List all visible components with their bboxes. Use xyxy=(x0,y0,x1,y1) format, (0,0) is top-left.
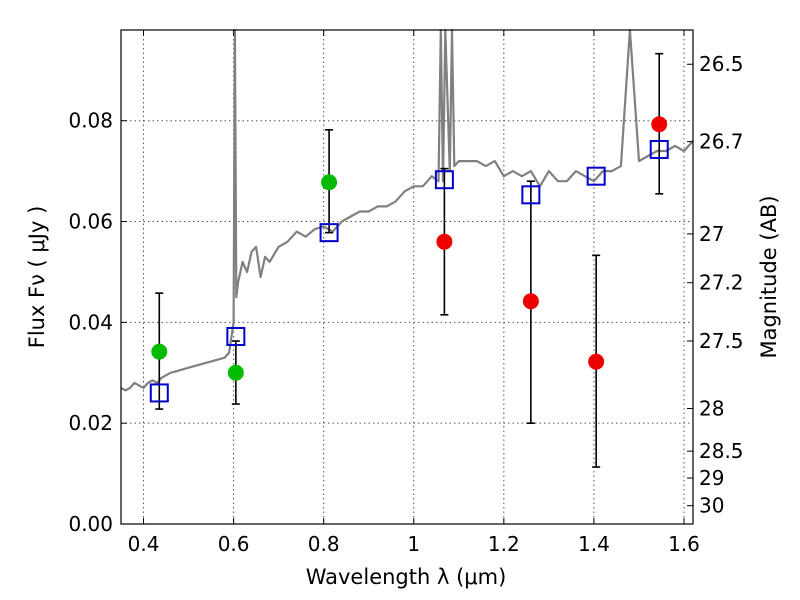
red-point xyxy=(588,353,605,370)
x-tick-label: 1.2 xyxy=(488,532,520,556)
model-box-point xyxy=(521,185,541,205)
right-tick-label: 27.5 xyxy=(699,329,744,353)
green-point xyxy=(321,174,338,191)
model-box-point xyxy=(434,170,454,190)
right-tick-labels: 26.5 26.7 27 27.2 27.5 28 28.5 29 30 xyxy=(699,52,744,517)
right-tick-label: 28 xyxy=(699,397,724,421)
right-tick-label: 28.5 xyxy=(699,439,744,463)
model-box-point xyxy=(319,223,339,243)
plot-frame xyxy=(120,29,694,525)
x-tick-labels: 0.4 0.6 0.8 1 1.2 1.4 1.6 xyxy=(128,532,700,556)
right-tick-label: 27 xyxy=(699,222,724,246)
spectrum-line xyxy=(120,28,694,392)
x-tick-label: 1 xyxy=(407,532,420,556)
y-tick-label: 0.00 xyxy=(68,512,113,536)
right-tick-label: 27.2 xyxy=(699,271,744,295)
x-tick-label: 1.4 xyxy=(578,532,610,556)
x-axis-label: Wavelength λ (μm) xyxy=(306,565,507,589)
right-tick-label: 26.7 xyxy=(699,130,744,154)
right-axis-label: Magnitude (AB) xyxy=(757,195,781,358)
y-tick-label: 0.06 xyxy=(68,210,113,234)
spectrum-series xyxy=(120,28,694,392)
y-tick-label: 0.02 xyxy=(68,411,113,435)
y-tick-labels: 0.00 0.02 0.04 0.06 0.08 xyxy=(68,109,113,536)
data-points xyxy=(151,116,668,381)
y-tick-label: 0.04 xyxy=(68,310,113,334)
green-point xyxy=(151,343,168,360)
red-point xyxy=(522,293,539,310)
red-point xyxy=(436,233,453,250)
model-box-point xyxy=(226,326,246,346)
model-box-point xyxy=(586,166,606,186)
green-point xyxy=(227,364,244,381)
model-box-point xyxy=(149,383,169,403)
model-box-point xyxy=(649,139,669,159)
y-axis-label: Flux Fν ( μJy ) xyxy=(25,206,49,349)
y-tick-label: 0.08 xyxy=(68,109,113,133)
red-point xyxy=(651,116,668,133)
x-tick-label: 0.6 xyxy=(218,532,250,556)
x-tick-label: 0.8 xyxy=(308,532,340,556)
axis-ticks xyxy=(121,30,693,525)
right-tick-label: 26.5 xyxy=(699,52,744,76)
right-tick-label: 29 xyxy=(699,466,724,490)
model-boxes xyxy=(149,139,669,403)
x-tick-label: 0.4 xyxy=(128,532,160,556)
right-tick-label: 30 xyxy=(699,494,724,518)
x-tick-label: 1.6 xyxy=(668,532,700,556)
